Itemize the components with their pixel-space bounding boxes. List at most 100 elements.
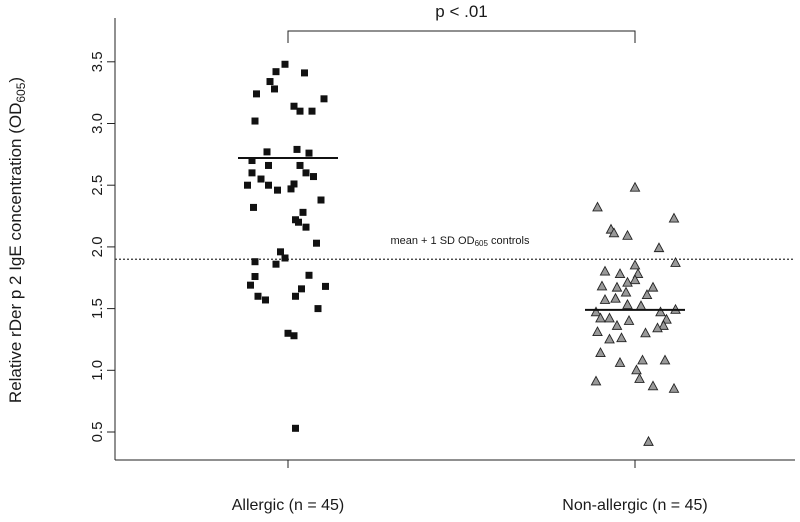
threshold-label: mean + 1 SD OD605 controls [390,235,530,248]
non-allergic-point [629,274,641,285]
allergic-point [293,145,301,153]
non-allergic-point [640,327,651,338]
allergic-point [310,173,317,181]
allergic-point [320,95,328,103]
non-allergic-point [647,380,659,391]
allergic-point [277,248,284,256]
allergic-point [287,185,295,193]
non-allergic-point [661,313,672,324]
allergic-point [296,161,304,169]
significance-label: p < .01 [435,2,487,21]
allergic-point [253,90,260,98]
allergic-point [271,85,278,93]
y-tick-label: 2.5 [89,175,106,196]
non-allergic-point [622,298,633,309]
allergic-point [296,107,304,115]
allergic-point [292,424,299,432]
non-allergic-point [655,306,666,317]
non-allergic-point [658,319,669,330]
non-allergic-point [604,312,615,323]
non-allergic-point [608,227,620,238]
allergic-point [290,332,298,340]
allergic-point [313,239,320,247]
allergic-point [272,260,280,268]
non-allergic-point [659,354,671,365]
y-tick-label: 1.5 [89,298,106,319]
y-tick-label: 1.0 [89,360,106,381]
allergic-point [284,329,292,337]
non-allergic-point [604,333,615,344]
non-allergic-point [610,292,621,303]
allergic-point [295,218,302,226]
non-allergic-point [629,259,641,270]
allergic-point [301,69,308,77]
non-allergic-point [629,181,641,192]
threshold-label-subscript: 605 [475,239,489,248]
non-allergic-point [623,314,635,325]
non-allergic-point [590,375,602,386]
y-tick-label: 0.5 [89,422,106,443]
non-allergic-point [599,265,611,276]
allergic-point [314,305,322,313]
non-allergic-point [652,322,663,333]
allergic-point [266,78,274,86]
non-allergic-point [634,372,645,383]
non-allergic-point [614,268,626,278]
x-tick-label: Allergic (n = 45) [232,497,345,514]
non-allergic-point [592,326,603,336]
allergic-point [302,169,310,177]
allergic-point [263,148,271,156]
y-ticks: 0.5 1.0 1.5 2.0 2.5 3.0 3.5 [89,51,115,442]
allergic-point [317,196,325,204]
allergic-point [248,157,256,165]
threshold-label-suffix: controls [488,235,530,247]
allergic-point [265,161,272,169]
x-ticks: Allergic (n = 45) Non-allergic (n = 45) [232,460,708,514]
non-allergic-point [641,289,653,299]
allergic-point [281,60,289,68]
non-allergic-point [611,281,623,292]
non-allergic-point [599,294,611,304]
non-allergic-point [670,256,681,267]
non-allergic-point [632,268,644,278]
allergic-point [322,282,329,290]
y-tick-label: 3.5 [89,51,106,72]
allergic-point [250,203,257,211]
allergic-point [257,175,265,183]
allergic-point [251,273,259,281]
non-allergic-point [595,312,606,323]
allergic-point [274,186,281,194]
x-tick-label: Non-allergic (n = 45) [562,497,707,514]
allergic-point [281,254,289,262]
allergic-point [290,180,298,188]
mean-lines [238,157,685,311]
allergic-point [251,258,259,266]
non-allergic-point [668,382,680,393]
allergic-point [305,149,313,157]
non-allergic-point [643,435,654,446]
y-tick-label: 2.0 [89,236,106,257]
non-allergic-point [668,212,680,223]
allergic-point [272,68,280,76]
non-allergic-point [622,276,633,287]
allergic-point [298,285,305,293]
allergic-point [248,169,256,177]
allergic-point [290,102,298,110]
allergic-point [244,181,251,189]
data-points [244,60,681,446]
allergic-point [262,296,269,304]
y-axis-label-close: ) [6,77,25,83]
significance-bracket [287,30,636,43]
non-allergic-point [635,300,647,311]
allergic-point [292,292,299,300]
y-axis-label-subscript: 605 [14,82,28,102]
non-allergic-point [595,347,606,357]
threshold-label-prefix: mean + 1 SD OD [390,235,474,247]
non-allergic-point [631,364,642,375]
non-allergic-point [620,286,632,297]
allergic-point [247,281,254,289]
non-allergic-point [611,319,623,330]
non-allergic-point [590,306,602,317]
allergic-point [305,271,313,279]
